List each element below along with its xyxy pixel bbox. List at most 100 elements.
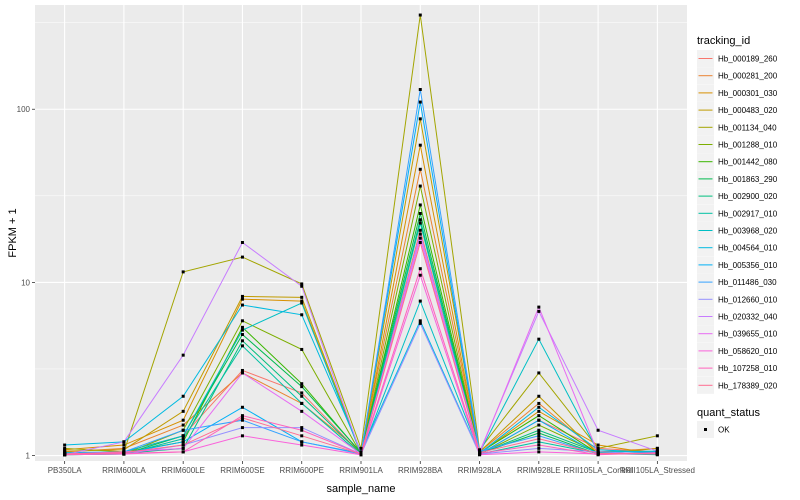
legend-label: Hb_003968_020	[718, 227, 778, 236]
data-point	[418, 100, 422, 104]
data-point	[418, 267, 422, 271]
legend-label: Hb_012660_010	[718, 295, 778, 304]
data-point	[537, 337, 541, 341]
data-point	[655, 434, 659, 438]
data-point	[418, 236, 422, 240]
data-point	[537, 437, 541, 441]
legend-label: Hb_107258_010	[718, 364, 778, 373]
data-point	[240, 414, 244, 418]
data-point	[240, 339, 244, 343]
legend-title: tracking_id	[697, 35, 750, 47]
data-point	[418, 203, 422, 207]
data-point	[240, 240, 244, 244]
legend-items: Hb_000189_260 Hb_000281_200 Hb_000301_030 H…	[697, 50, 778, 394]
legend-label: Hb_002917_010	[718, 209, 778, 218]
data-point	[418, 319, 422, 323]
data-point	[418, 143, 422, 147]
data-point	[181, 450, 185, 454]
legend: tracking_id Hb_000189_260Hb_000281_200Hb…	[697, 35, 778, 438]
legend-label: Hb_001288_010	[718, 141, 778, 150]
data-point	[63, 452, 67, 456]
data-point	[181, 394, 185, 398]
data-point	[418, 221, 422, 225]
data-point	[181, 440, 185, 444]
data-point	[655, 452, 659, 456]
data-point	[240, 405, 244, 409]
data-point	[300, 382, 304, 386]
data-point	[240, 255, 244, 259]
y-axis-title: FPKM + 1	[7, 208, 19, 257]
data-point	[418, 299, 422, 303]
data-point	[359, 452, 363, 456]
data-point	[655, 446, 659, 450]
data-point	[122, 440, 126, 444]
data-point	[240, 418, 244, 422]
status-legend-title: quant_status	[697, 407, 760, 419]
data-point	[537, 431, 541, 435]
x-tick-label: RRIM600SE	[220, 466, 264, 475]
x-tick-label: RRIM901LA	[339, 466, 383, 475]
data-point	[596, 448, 600, 452]
data-point	[418, 167, 422, 171]
data-point	[181, 446, 185, 450]
data-point	[537, 440, 541, 444]
data-point	[240, 303, 244, 307]
data-point	[537, 428, 541, 432]
data-point	[418, 184, 422, 188]
data-point	[181, 443, 185, 447]
data-point	[596, 428, 600, 432]
data-point	[418, 240, 422, 244]
data-point	[596, 451, 600, 455]
legend-label: Hb_001863_290	[718, 175, 778, 184]
data-point	[181, 423, 185, 427]
data-point	[240, 416, 244, 420]
x-tick-label: RRIM600LE	[161, 466, 205, 475]
data-point	[537, 418, 541, 422]
data-point	[240, 319, 244, 323]
data-point	[537, 305, 541, 309]
data-point	[300, 428, 304, 432]
x-tick-label: RRIM600PE	[279, 466, 323, 475]
data-point	[300, 409, 304, 413]
data-point	[300, 347, 304, 351]
legend-label: Hb_000301_030	[718, 89, 778, 98]
data-point	[300, 401, 304, 405]
data-point	[418, 117, 422, 121]
data-point	[181, 353, 185, 357]
data-point	[300, 434, 304, 438]
y-tick-label: 100	[17, 105, 31, 114]
data-point	[300, 385, 304, 389]
data-point	[181, 428, 185, 432]
x-tick-label: RRII105LA_Control	[563, 466, 633, 475]
data-point	[537, 443, 541, 447]
data-point	[300, 443, 304, 447]
data-point	[181, 437, 185, 441]
x-tick-label: RRIM928LA	[458, 466, 502, 475]
data-point	[240, 371, 244, 375]
y-tick-label: 10	[21, 278, 30, 287]
data-point	[537, 309, 541, 313]
data-point	[300, 299, 304, 303]
status-key-point	[704, 428, 707, 431]
data-point	[418, 211, 422, 215]
x-axis-title: sample_name	[326, 483, 395, 495]
data-point	[181, 434, 185, 438]
legend-label: Hb_000189_260	[718, 55, 778, 64]
data-point	[240, 368, 244, 372]
data-point	[359, 446, 363, 450]
data-point	[181, 418, 185, 422]
data-point	[63, 443, 67, 447]
legend-label: Hb_001134_040	[718, 123, 777, 132]
data-point	[418, 232, 422, 236]
data-point	[300, 426, 304, 430]
legend-label: Hb_039655_010	[718, 330, 778, 339]
data-point	[181, 270, 185, 274]
data-point	[181, 409, 185, 413]
legend-label: Hb_020332_040	[718, 313, 778, 322]
data-point	[240, 294, 244, 298]
data-point	[478, 451, 482, 455]
data-point	[122, 443, 126, 447]
data-point	[300, 391, 304, 395]
legend-label: Hb_011486_030	[718, 278, 777, 287]
data-point	[240, 426, 244, 430]
